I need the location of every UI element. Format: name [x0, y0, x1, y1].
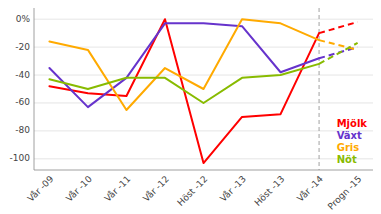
series-line: [49, 23, 319, 107]
y-axis: 0% -20 -40 -60 -80 -100: [10, 14, 31, 164]
grid: [34, 19, 373, 159]
series-line: [49, 64, 319, 103]
x-tick-label: Vår -14: [295, 174, 325, 204]
x-tick-label: Höst -13: [253, 174, 287, 208]
x-axis: Vår -09 Vår -10 Vår -11 Vår -12Höst -12 Vår …: [25, 174, 363, 212]
y-tick-label: -80: [15, 125, 30, 135]
series-line: [49, 19, 319, 163]
grid-line: [34, 75, 373, 76]
chart-container: 0%-20-40-60-80-100Vår -09Vår -10Vår -11V…: [0, 0, 381, 214]
y-tick-label: 0%: [16, 14, 31, 24]
legend-entry: Mjölk: [337, 118, 368, 129]
chart: 0%-20-40-60-80-100Vår -09Vår -10Vår -11V…: [0, 0, 381, 214]
x-tick-label: Höst -12: [175, 174, 209, 208]
grid-line: [34, 47, 373, 48]
y-tick-label: -100: [10, 153, 31, 163]
series-line: [319, 43, 358, 64]
x-tick-label: Vår -11: [103, 174, 133, 204]
x-tick-label: Vår -10: [64, 174, 94, 204]
y-axis-line: [34, 8, 35, 170]
y-tick-label: -60: [15, 97, 30, 107]
y-tick-label: -40: [15, 70, 30, 80]
legend: MjölkVäxtGrisNöt: [337, 118, 368, 165]
grid-line: [34, 19, 373, 20]
x-tick-label: Vår -13: [218, 174, 248, 204]
legend-entry: Gris: [337, 142, 360, 153]
x-tick-label: Progn -15: [326, 174, 364, 212]
legend-entry: Nöt: [337, 154, 357, 165]
grid-line: [34, 130, 373, 131]
legend-entry: Växt: [337, 130, 362, 141]
x-axis-line: [34, 170, 373, 171]
plot-area: [49, 8, 357, 170]
series-line: [319, 22, 358, 33]
series-line: [49, 19, 319, 110]
y-tick-label: -20: [15, 42, 30, 52]
series-line: [319, 40, 358, 50]
x-tick-label: Vår -09: [25, 174, 55, 204]
x-tick-label: Vår -12: [141, 174, 171, 204]
